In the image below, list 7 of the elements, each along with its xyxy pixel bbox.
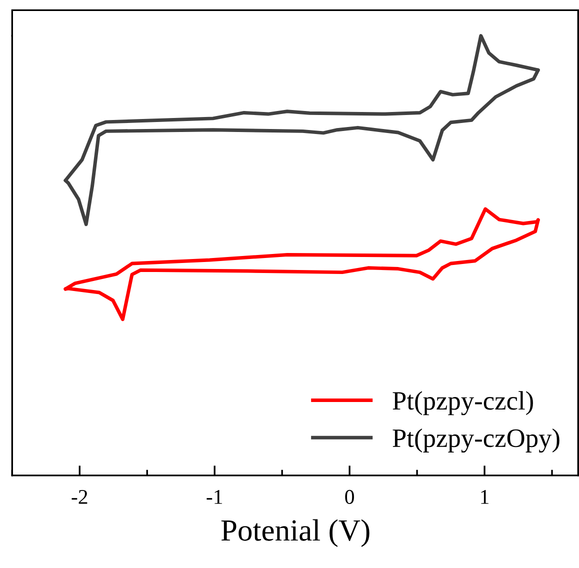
- legend-label: Pt(pzpy-czOpy): [392, 428, 560, 453]
- x-tick-label: -1: [206, 490, 222, 504]
- x-tick-label: 0: [345, 490, 354, 504]
- legend-label: Pt(pzpy-czcl): [392, 391, 533, 416]
- x-axis-title: Potenial (V): [221, 519, 370, 548]
- x-tick-label: 1: [481, 490, 488, 504]
- x-tick-label: -2: [72, 490, 88, 504]
